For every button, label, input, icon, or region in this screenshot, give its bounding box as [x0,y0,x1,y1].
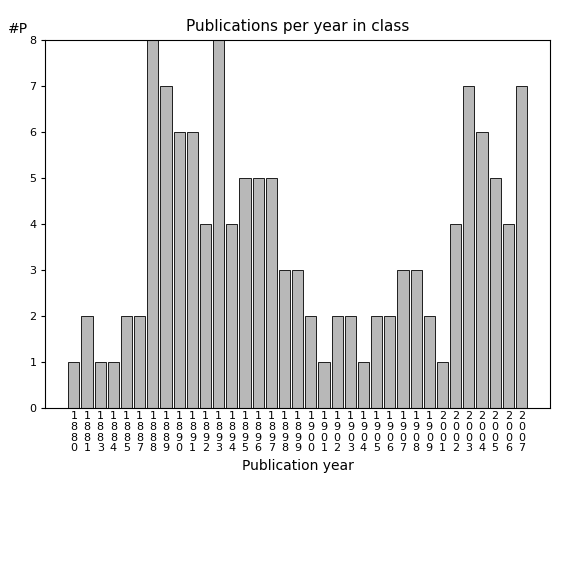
Bar [463,86,475,408]
Bar [160,86,172,408]
Bar [332,316,343,408]
Title: Publications per year in class: Publications per year in class [186,19,409,35]
Bar [226,224,238,408]
Bar [424,316,435,408]
Bar [358,362,369,408]
Bar [266,178,277,408]
Bar [476,132,488,408]
Bar [239,178,251,408]
Bar [437,362,448,408]
Bar [516,86,527,408]
Bar [397,270,409,408]
Y-axis label: #P: #P [7,22,28,36]
Bar [503,224,514,408]
Bar [68,362,79,408]
Bar [411,270,422,408]
Bar [174,132,185,408]
Bar [213,40,225,408]
Bar [450,224,461,408]
Bar [200,224,211,408]
Bar [187,132,198,408]
Bar [252,178,264,408]
Bar [292,270,303,408]
Bar [319,362,329,408]
Bar [345,316,356,408]
Bar [279,270,290,408]
Bar [108,362,119,408]
Bar [305,316,316,408]
Bar [95,362,106,408]
Bar [82,316,92,408]
Bar [371,316,382,408]
Bar [134,316,145,408]
X-axis label: Publication year: Publication year [242,459,354,473]
Bar [489,178,501,408]
Bar [384,316,395,408]
Bar [121,316,132,408]
Bar [147,40,158,408]
